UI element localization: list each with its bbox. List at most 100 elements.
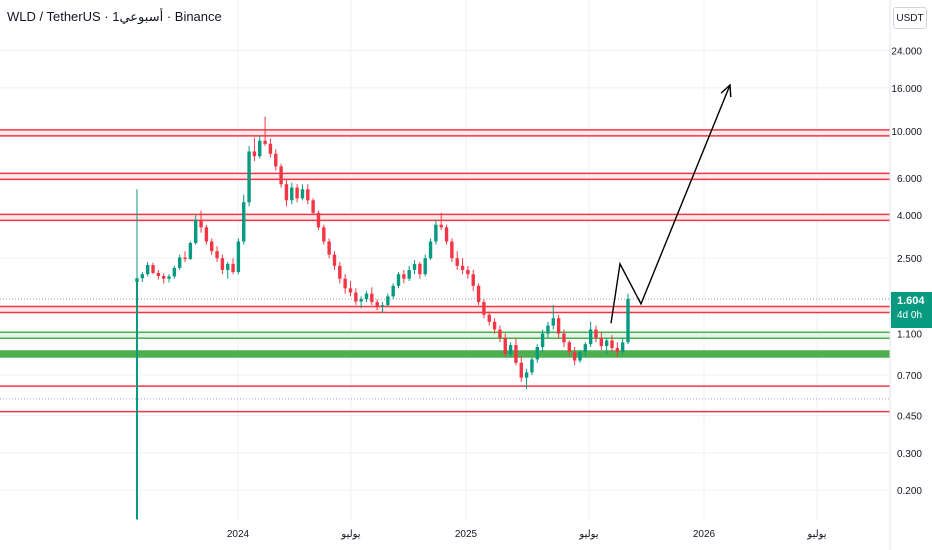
price-tick-label: 0.450 <box>897 412 922 423</box>
resistance-zone <box>0 129 890 136</box>
candle-body <box>594 329 598 338</box>
candle-body <box>588 329 593 345</box>
arrow-head <box>720 83 732 98</box>
candle-body <box>188 243 193 259</box>
candle-body <box>274 153 278 167</box>
resistance-zone <box>0 214 890 221</box>
price-tick-label: 10.000 <box>891 127 922 138</box>
time-tick-label: 2026 <box>693 529 716 540</box>
candle-body <box>172 267 177 277</box>
candle-body <box>183 257 187 259</box>
candle-body <box>370 293 374 303</box>
resistance-zone <box>0 306 890 313</box>
candle-body <box>610 340 614 348</box>
candle-body <box>412 263 417 270</box>
projection-path <box>610 84 731 324</box>
candle-body <box>204 227 209 242</box>
chart-title: WLD / TetherUS · 1أسبوعي · Binance <box>7 9 222 24</box>
candle-body <box>268 143 273 154</box>
candle-body <box>145 265 150 275</box>
candle-body <box>135 278 139 282</box>
candle-body <box>311 200 315 213</box>
candle-body <box>615 347 620 352</box>
candle-body <box>471 274 475 286</box>
candle-body <box>242 202 246 242</box>
candle-body <box>460 265 465 270</box>
candle-body <box>626 298 630 343</box>
price-tick-label: 6.000 <box>897 174 922 185</box>
candle-body <box>236 241 241 273</box>
candle-body <box>348 288 353 293</box>
candle-body <box>194 219 198 244</box>
bar-countdown: 4d 0h <box>897 310 923 321</box>
price-tick-label: 0.300 <box>897 449 922 460</box>
candle-body <box>338 265 342 279</box>
candle-body <box>530 359 534 373</box>
candle-body <box>332 254 337 266</box>
candle-body <box>519 362 523 378</box>
time-axis[interactable]: 2024 يوليو 2025 يوليو 2026 يوليو <box>227 529 827 540</box>
support-zone <box>0 332 890 339</box>
candle-body <box>498 329 502 338</box>
candle-body <box>177 257 182 268</box>
candle-body <box>396 274 401 286</box>
candle-body <box>151 265 155 273</box>
candle-body <box>604 340 609 347</box>
candle-body <box>247 151 251 203</box>
price-tick-label: 0.200 <box>897 486 922 497</box>
candle-body <box>284 184 289 201</box>
candle-body <box>450 241 454 259</box>
candle-body <box>215 251 219 259</box>
candle-body <box>199 219 203 228</box>
candle-body <box>567 342 571 352</box>
candle-body <box>572 351 577 361</box>
price-tick-label: 0.700 <box>897 371 922 382</box>
candle-body <box>140 274 145 279</box>
candle-body <box>263 140 267 144</box>
price-tick-label: 2.500 <box>897 254 922 265</box>
support-zone <box>0 351 890 358</box>
candle-body <box>556 318 561 334</box>
candle-body <box>514 345 518 363</box>
projection-arrow <box>610 83 732 324</box>
candle-body <box>322 227 326 242</box>
candle-body <box>439 224 443 228</box>
candle-body <box>258 140 262 157</box>
time-tick-label: 2024 <box>227 529 250 540</box>
candle-body <box>482 302 486 315</box>
candle-body <box>524 372 529 378</box>
price-axis[interactable]: 24.000 16.000 10.000 6.000 4.000 2.500 1.100 0.… <box>891 47 922 497</box>
candle-body <box>386 296 390 306</box>
time-tick-label: 2025 <box>455 529 478 540</box>
candle-body <box>466 269 470 275</box>
candle-body <box>562 333 566 343</box>
time-tick-label: يوليو <box>340 529 360 540</box>
candle-body <box>354 292 358 302</box>
candle-body <box>359 299 363 302</box>
candle-body <box>364 293 369 300</box>
candle-body <box>423 258 427 275</box>
candle-body <box>487 314 491 322</box>
last-price-tag: 1.604 4d 0h <box>891 292 932 328</box>
candle-body <box>226 263 230 270</box>
candle-body <box>295 187 299 199</box>
candle-body <box>300 189 305 199</box>
candle-body <box>508 345 513 355</box>
candle-body <box>535 347 539 360</box>
candle-body <box>578 351 582 361</box>
price-tick-label: 4.000 <box>897 211 922 222</box>
candle-body <box>327 241 331 255</box>
candle-body <box>434 224 438 242</box>
currency-unit-button[interactable]: USDT <box>893 7 927 29</box>
candle-body <box>492 321 497 330</box>
candle-body <box>156 272 161 276</box>
candle-body <box>476 285 481 303</box>
candle-body <box>546 325 550 334</box>
candle-body <box>306 189 310 201</box>
candle-body <box>231 263 235 273</box>
candle-body <box>161 275 166 279</box>
price-tick-label: 1.100 <box>897 330 922 341</box>
candle-body <box>551 318 555 326</box>
price-tick-label: 16.000 <box>891 84 922 95</box>
